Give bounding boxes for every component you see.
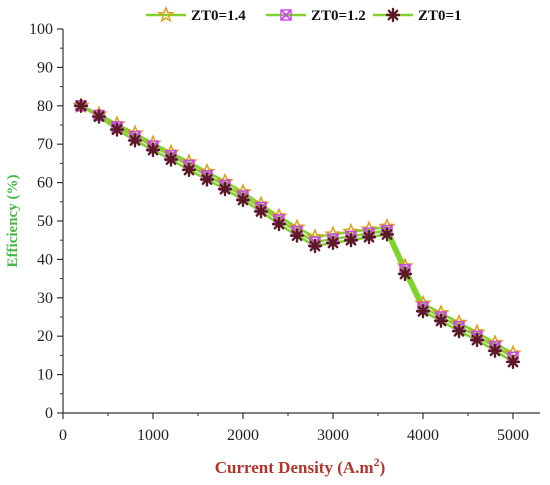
x-ticks: 0 1000 2000 3000 4000 5000 (59, 413, 529, 444)
data-point-series-3 (109, 122, 125, 137)
legend-label: ZT0=1.2 (311, 8, 366, 24)
legend-item-1: ZT0=1.4 (146, 5, 246, 24)
data-point-series-3 (145, 142, 161, 158)
legend-label: ZT0=1.4 (191, 8, 246, 24)
data-point-series-3 (307, 238, 323, 254)
x-tick-label: 0 (59, 427, 67, 444)
data-point-series-3 (91, 109, 107, 124)
data-point-series-3 (217, 181, 233, 197)
x-tick-label: 2000 (227, 427, 259, 444)
x-axis-label-text: Current Density (A.m (215, 458, 374, 477)
data-point-series-3 (199, 172, 215, 187)
data-point-series-3 (361, 229, 377, 245)
y-tick-label: 50 (37, 213, 53, 230)
data-point-series-3 (469, 332, 485, 348)
y-axis-label: Efficiency (%) (5, 175, 21, 268)
legend-marker (385, 7, 401, 23)
data-point-series-3 (487, 343, 503, 358)
x-axis-label: Current Density (A.m2) (215, 455, 385, 477)
x-tick-label: 5000 (497, 427, 529, 444)
data-point-series-3 (73, 98, 89, 113)
y-tick-label: 20 (37, 328, 53, 345)
axes (62, 29, 540, 414)
data-point-series-3 (289, 228, 305, 243)
x-tick-label: 4000 (407, 427, 439, 444)
x-axis-label-close: ) (380, 458, 386, 477)
y-ticks: 0 10 20 30 40 50 60 70 80 90 100 (29, 21, 63, 422)
data-point-series-3 (181, 162, 197, 178)
data-point-series-3 (253, 204, 269, 219)
data-point-series-3 (451, 324, 467, 339)
y-tick-label: 0 (45, 405, 53, 422)
y-tick-label: 100 (29, 21, 53, 38)
data-point-series-3 (415, 304, 431, 319)
data-point-series-3 (163, 152, 179, 167)
legend-item-2: ZT0=1.2 (266, 8, 366, 24)
y-tick-label: 60 (37, 175, 53, 192)
data-point-series-3 (397, 266, 413, 282)
x-axis-label-superscript: 2 (374, 455, 380, 469)
y-tick-label: 90 (37, 59, 53, 76)
data-point-series-3 (127, 133, 143, 148)
data-point-series-3 (271, 216, 287, 232)
legend-marker (280, 9, 292, 21)
y-tick-label: 10 (37, 367, 53, 384)
data-point-series-3 (505, 354, 521, 370)
series-markers (72, 96, 522, 370)
data-point-series-3 (235, 192, 251, 208)
x-tick-label: 3000 (317, 427, 349, 444)
y-tick-label: 80 (37, 98, 53, 115)
legend-item-3: ZT0=1 (373, 7, 462, 24)
data-point-series-3 (343, 233, 359, 248)
data-point-series-3 (379, 227, 395, 242)
data-point-series-3 (325, 235, 341, 251)
legend-marker (157, 5, 175, 23)
y-tick-label: 30 (37, 290, 53, 307)
legend: ZT0=1.4 ZT0=1.2 ZT0=1 (146, 5, 462, 24)
y-tick-label: 70 (37, 136, 53, 153)
x-tick-label: 1000 (137, 427, 169, 444)
legend-label: ZT0=1 (418, 8, 462, 24)
y-tick-label: 40 (37, 251, 53, 268)
data-point-series-3 (433, 313, 449, 328)
